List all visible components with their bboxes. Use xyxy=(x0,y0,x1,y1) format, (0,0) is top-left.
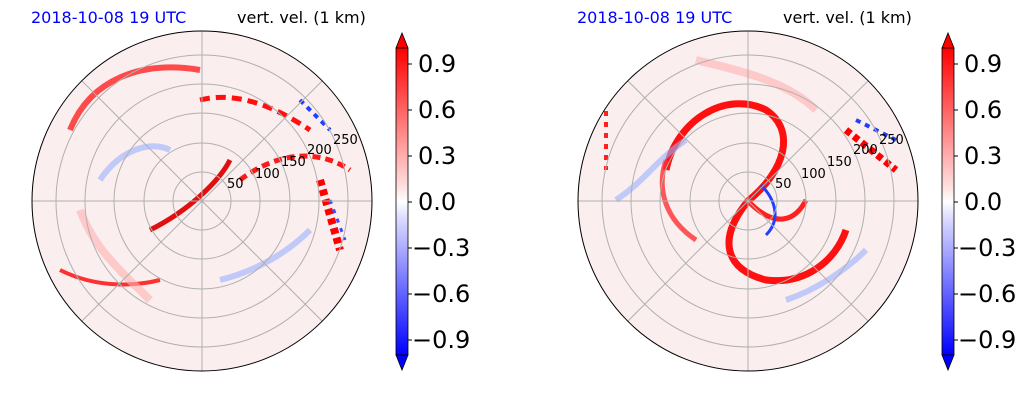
ring-label-150: 150 xyxy=(827,155,852,170)
ring-label-250: 250 xyxy=(879,133,904,148)
radial-spokes xyxy=(578,31,918,371)
colorbar-tick: 0.0 xyxy=(418,188,456,216)
left-plot: 2018-10-08 19 UTC vert. vel. (1 km) xyxy=(31,8,470,372)
field-label: vert. vel. (1 km) xyxy=(237,8,366,27)
date-label: 2018-10-08 19 UTC xyxy=(577,8,732,27)
colorbar-tick: 0.3 xyxy=(418,142,456,170)
ring-label-50: 50 xyxy=(227,177,244,192)
ring-label-250: 250 xyxy=(333,133,358,148)
colorbar-tick: 0.6 xyxy=(964,96,1002,124)
ring-label-100: 100 xyxy=(255,167,280,182)
ring-label-200: 200 xyxy=(853,143,878,158)
right-panel: 2018-10-08 19 UTC vert. vel. (1 km) xyxy=(546,0,1036,401)
colorbar-tick: −0.6 xyxy=(958,280,1016,308)
colorbar-tick: −0.9 xyxy=(412,326,470,354)
colorbar-tick: 0.0 xyxy=(964,188,1002,216)
colorbar-tick: 0.9 xyxy=(418,50,456,78)
colorbar-tick: 0.3 xyxy=(964,142,1002,170)
colorbar-tick: −0.9 xyxy=(958,326,1016,354)
ring-label-200: 200 xyxy=(307,143,332,158)
ring-label-150: 150 xyxy=(281,155,306,170)
left-panel: 2018-10-08 19 UTC vert. vel. (1 km) xyxy=(31,8,470,372)
colorbar-tick: −0.3 xyxy=(958,234,1016,262)
radial-spokes xyxy=(32,31,372,371)
ring-label-100: 100 xyxy=(801,167,826,182)
ring-label-50: 50 xyxy=(775,177,792,192)
polar-frame xyxy=(577,30,919,372)
field-label: vert. vel. (1 km) xyxy=(783,8,912,27)
vertical-velocity-field xyxy=(59,64,352,303)
polar-frame xyxy=(31,30,373,372)
right-plot: 2018-10-08 19 UTC vert. vel. (1 km) xyxy=(577,8,1016,372)
colorbar-tick: −0.6 xyxy=(412,280,470,308)
vertical-velocity-field xyxy=(604,56,899,303)
date-label: 2018-10-08 19 UTC xyxy=(31,8,186,27)
colorbar: 0.9 0.6 0.3 0.0 −0.3 −0.6 −0.9 xyxy=(395,31,470,372)
colorbar-tick: 0.6 xyxy=(418,96,456,124)
colorbar-tick: 0.9 xyxy=(964,50,1002,78)
colorbar-tick: −0.3 xyxy=(412,234,470,262)
colorbar: 0.9 0.6 0.3 0.0 −0.3 −0.6 −0.9 xyxy=(941,31,1016,372)
